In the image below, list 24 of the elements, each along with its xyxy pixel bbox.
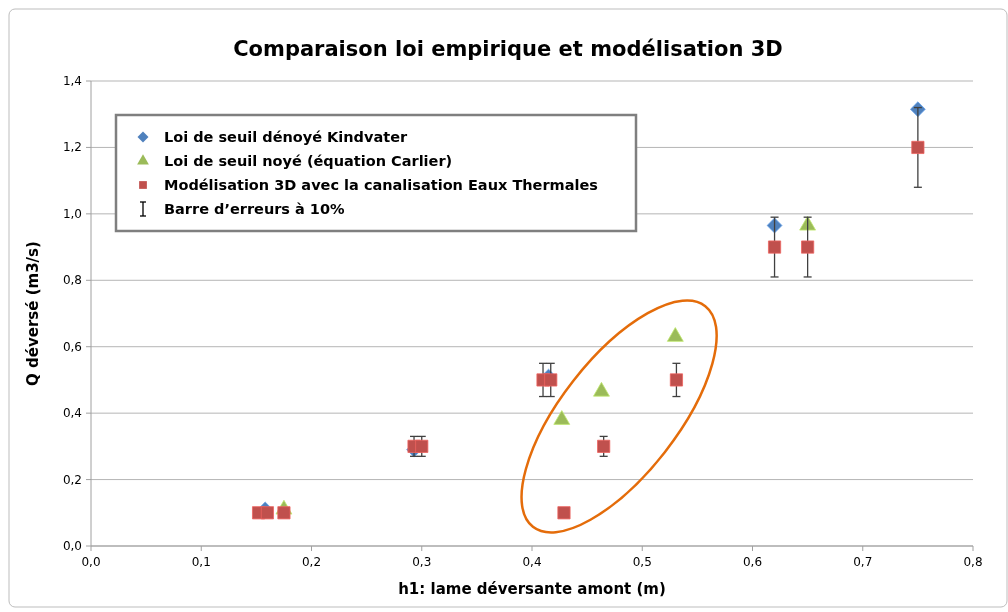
- legend-label: Loi de seuil dénoyé Kindvater: [164, 129, 408, 145]
- x-tick-label: 0,4: [522, 555, 542, 569]
- x-tick-label: 0,7: [853, 555, 873, 569]
- x-tick-label: 0,0: [81, 555, 101, 569]
- x-tick-label: 0,8: [963, 555, 983, 569]
- y-tick-label: 0,2: [62, 472, 82, 487]
- x-tick-label: 0,3: [412, 555, 432, 569]
- y-tick-label: 1,2: [62, 140, 82, 155]
- x-axis-title: h1: lame déversante amont (m): [398, 580, 666, 598]
- y-tick-label: 1,4: [62, 74, 82, 88]
- y-tick-label: 1,0: [62, 206, 82, 221]
- y-tick-label: 0,0: [62, 539, 82, 553]
- chart-title: Comparaison loi empirique et modélisation 3D: [233, 37, 783, 61]
- x-tick-label: 0,1: [191, 555, 211, 569]
- legend-label: Modélisation 3D avec la canalisation Eaux Thermales: [164, 177, 598, 193]
- x-tick-label: 0,5: [632, 555, 652, 569]
- annotation: Barre d’erreurs à 10%: [164, 201, 346, 217]
- x-tick-label: 0,6: [742, 555, 763, 569]
- legend-label: Loi de seuil noyé (équation Carlier): [164, 153, 453, 169]
- y-tick-label: 0,8: [62, 273, 82, 288]
- y-tick-label: 0,4: [62, 406, 82, 421]
- y-tick-label: 0,6: [62, 339, 82, 354]
- x-tick-label: 0,2: [301, 555, 322, 569]
- y-axis-title: Q déversé (m3/s): [24, 241, 42, 386]
